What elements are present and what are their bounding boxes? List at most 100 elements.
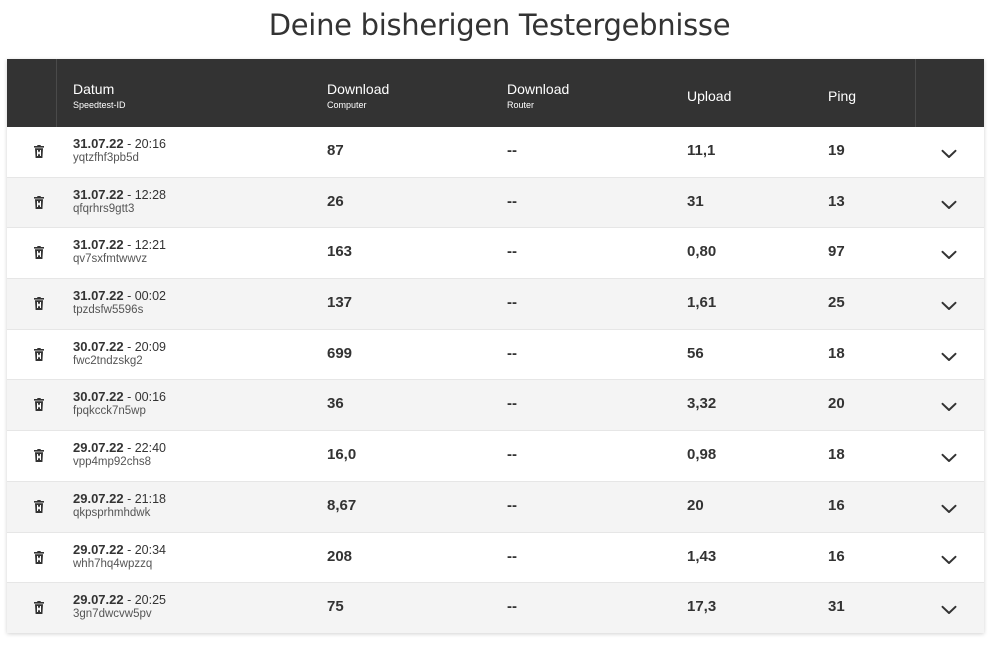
date-cell: 31.07.22 - 20:16 yqtzfhf3pb5d: [73, 136, 166, 164]
download-router-value: --: [507, 598, 517, 616]
download-computer-value: 26: [327, 192, 344, 210]
date-cell: 31.07.22 - 12:21 qv7sxfmtwwvz: [73, 237, 166, 265]
test-date: 29.07.22: [73, 592, 124, 608]
speedtest-id: qv7sxfmtwwvz: [73, 253, 148, 266]
table-body: 31.07.22 - 20:16 yqtzfhf3pb5d 87 -- 11,1 19 31…: [7, 127, 984, 633]
ping-value: 16: [828, 496, 845, 514]
trash-icon[interactable]: [34, 550, 44, 564]
download-router-value: --: [507, 395, 517, 413]
table-row: 30.07.22 - 20:09 fwc2tndzskg2 699 -- 56 18: [7, 328, 984, 380]
table-row: 31.07.22 - 12:21 qv7sxfmtwwvz 163 -- 0,80 97: [7, 227, 984, 279]
test-time: - 22:40: [123, 441, 166, 456]
header-divider: [56, 59, 57, 127]
chevron-down-icon[interactable]: [941, 349, 957, 361]
ping-value: 20: [828, 395, 845, 413]
upload-value: 1,43: [687, 547, 717, 565]
chevron-down-icon[interactable]: [941, 146, 957, 158]
download-computer-value: 163: [327, 243, 353, 261]
col-header-download-computer: Download Computer: [327, 59, 389, 127]
upload-value: 20: [687, 496, 704, 514]
test-date: 31.07.22: [73, 288, 124, 304]
date-cell: 29.07.22 - 20:25 3gn7dwcvw5pv: [73, 592, 166, 620]
upload-value: 31: [687, 192, 704, 210]
test-time: - 12:21: [123, 238, 166, 253]
table-row: 29.07.22 - 22:40 vpp4mp92chs8 16,0 -- 0,98 18: [7, 430, 984, 481]
trash-icon[interactable]: [34, 195, 44, 209]
col-header-upload: Upload: [687, 59, 731, 127]
test-date: 31.07.22: [73, 186, 124, 202]
chevron-down-icon[interactable]: [941, 450, 957, 463]
date-cell: 29.07.22 - 22:40 vpp4mp92chs8: [73, 440, 166, 468]
test-date: 29.07.22: [73, 541, 124, 557]
col-header-computer-label: Computer: [327, 100, 367, 110]
chevron-down-icon[interactable]: [941, 298, 957, 311]
download-router-value: --: [507, 192, 517, 210]
ping-value: 18: [828, 446, 845, 464]
chevron-down-icon[interactable]: [941, 197, 957, 209]
trash-icon[interactable]: [34, 297, 44, 311]
chevron-down-icon[interactable]: [941, 552, 957, 564]
chevron-down-icon[interactable]: [941, 501, 957, 513]
upload-value: 1,61: [687, 294, 717, 312]
download-computer-value: 208: [327, 547, 353, 565]
download-computer-value: 16,0: [327, 446, 357, 464]
test-time: - 20:25: [123, 593, 166, 608]
upload-value: 17,3: [687, 598, 717, 616]
table-row: 31.07.22 - 00:02 tpzdsfw5596s 137 -- 1,61 25: [7, 278, 984, 329]
trash-icon[interactable]: [34, 145, 44, 158]
trash-icon[interactable]: [34, 601, 44, 615]
date-cell: 30.07.22 - 20:09 fwc2tndzskg2: [73, 339, 166, 367]
table-row: 29.07.22 - 21:18 qkpsprhmhdwk 8,67 -- 20 16: [7, 480, 984, 532]
speedtest-id: 3gn7dwcvw5pv: [73, 608, 152, 621]
upload-value: 0,80: [687, 243, 717, 261]
results-table: Datum Speedtest-ID Download Computer Dow…: [7, 59, 984, 633]
speedtest-id: qfqrhrs9gtt3: [73, 202, 135, 215]
upload-value: 11,1: [687, 142, 716, 159]
speedtest-id: qkpsprhmhdwk: [73, 506, 151, 519]
ping-value: 13: [828, 192, 845, 210]
date-cell: 30.07.22 - 00:16 fpqkcck7n5wp: [73, 389, 166, 417]
trash-icon[interactable]: [34, 246, 44, 260]
download-router-value: --: [507, 142, 517, 159]
ping-value: 19: [828, 142, 845, 159]
test-time: - 00:02: [123, 289, 166, 304]
download-router-value: --: [507, 344, 517, 362]
chevron-down-icon[interactable]: [941, 399, 957, 412]
speedtest-id: fwc2tndzskg2: [73, 354, 143, 367]
test-date: 30.07.22: [73, 338, 124, 354]
ping-value: 25: [828, 294, 845, 312]
download-computer-value: 87: [327, 142, 344, 159]
test-date: 30.07.22: [73, 389, 124, 405]
test-date: 31.07.22: [73, 136, 124, 151]
download-router-value: --: [507, 294, 517, 312]
col-header-ping-label: Ping: [828, 88, 857, 104]
col-header-download-router-label: Download: [507, 81, 570, 97]
speedtest-id: fpqkcck7n5wp: [73, 405, 146, 418]
date-cell: 31.07.22 - 12:28 qfqrhrs9gtt3: [73, 187, 166, 215]
download-router-value: --: [507, 547, 517, 565]
test-date: 31.07.22: [73, 237, 124, 253]
ping-value: 97: [828, 243, 845, 261]
table-header: Datum Speedtest-ID Download Computer Dow…: [7, 59, 984, 127]
test-time: - 20:09: [123, 339, 166, 354]
date-cell: 29.07.22 - 20:34 whh7hq4wpzzq: [73, 542, 166, 570]
trash-icon[interactable]: [34, 347, 44, 361]
table-row: 31.07.22 - 20:16 yqtzfhf3pb5d 87 -- 11,1 19: [7, 127, 984, 177]
chevron-down-icon[interactable]: [941, 602, 957, 615]
speedtest-id: whh7hq4wpzzq: [73, 557, 153, 570]
trash-icon[interactable]: [34, 499, 44, 513]
upload-value: 56: [687, 344, 704, 362]
date-cell: 29.07.22 - 21:18 qkpsprhmhdwk: [73, 491, 166, 519]
header-divider: [915, 59, 916, 127]
test-date: 29.07.22: [73, 440, 124, 456]
col-header-datum: Datum Speedtest-ID: [73, 59, 126, 127]
chevron-down-icon[interactable]: [941, 247, 957, 260]
ping-value: 31: [828, 598, 845, 616]
speedtest-id: tpzdsfw5596s: [73, 304, 144, 317]
trash-icon[interactable]: [34, 449, 44, 463]
test-time: - 20:34: [123, 542, 166, 557]
trash-icon[interactable]: [34, 398, 44, 412]
col-header-router-label: Router: [507, 100, 535, 110]
col-header-speedtest-id-label: Speedtest-ID: [73, 100, 126, 110]
col-header-download-router: Download Router: [507, 59, 569, 127]
